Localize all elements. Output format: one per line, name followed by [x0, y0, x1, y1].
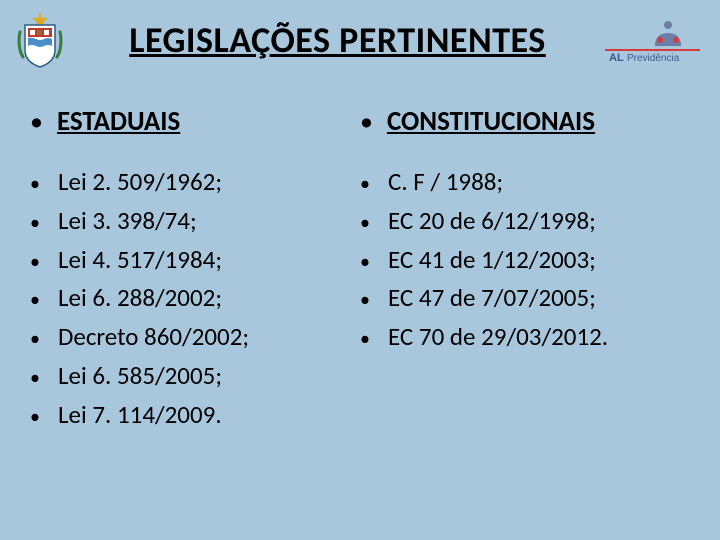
bullet-icon: • [30, 324, 44, 355]
list-item: • Lei 3. 398/74; [30, 202, 360, 241]
bullet-icon: • [30, 169, 44, 200]
list-item: • C. F / 1988; [360, 163, 690, 202]
list-item-text: Lei 6. 288/2002; [58, 279, 360, 318]
bullet-icon: • [360, 285, 374, 316]
right-list: • C. F / 1988; • EC 20 de 6/12/1998; • EC 4… [360, 163, 690, 357]
bullet-icon: • [360, 169, 374, 200]
left-heading-row: • ESTADUAIS [30, 105, 360, 138]
list-item: • Lei 4. 517/1984; [30, 241, 360, 280]
list-item-text: EC 70 de 29/03/2012. [388, 318, 690, 357]
list-item-text: Lei 3. 398/74; [58, 202, 360, 241]
list-item-text: Lei 4. 517/1984; [58, 241, 360, 280]
list-item: • Decreto 860/2002; [30, 318, 360, 357]
bullet-icon: • [30, 402, 44, 433]
list-item: • Lei 6. 288/2002; [30, 279, 360, 318]
list-item-text: Lei 6. 585/2005; [58, 357, 360, 396]
list-item: • Lei 7. 114/2009. [30, 396, 360, 435]
list-item-text: Decreto 860/2002; [58, 318, 360, 357]
right-heading-row: • CONSTITUCIONAIS [360, 105, 690, 138]
list-item: • EC 70 de 29/03/2012. [360, 318, 690, 357]
svg-text:AL: AL [609, 52, 624, 63]
left-heading: ESTADUAIS [57, 105, 180, 138]
bullet-icon: • [30, 247, 44, 278]
list-item-text: EC 47 de 7/07/2005; [388, 279, 690, 318]
bullet-icon: • [360, 108, 373, 134]
bullet-icon: • [360, 324, 374, 355]
list-item: • Lei 6. 585/2005; [30, 357, 360, 396]
list-item-text: Lei 2. 509/1962; [58, 163, 360, 202]
svg-text:Previdência: Previdência [627, 53, 680, 63]
al-previdencia-logo: AL Previdência [605, 18, 700, 63]
bullet-icon: • [30, 363, 44, 394]
list-item-text: EC 20 de 6/12/1998; [388, 202, 690, 241]
list-item: • EC 20 de 6/12/1998; [360, 202, 690, 241]
header: LEGISLAÇÕES PERTINENTES AL Previdência [0, 0, 720, 80]
list-item-text: Lei 7. 114/2009. [58, 396, 360, 435]
list-item: • Lei 2. 509/1962; [30, 163, 360, 202]
left-column: • ESTADUAIS • Lei 2. 509/1962; • Lei 3. 39… [30, 105, 360, 434]
coat-of-arms-icon [10, 10, 70, 70]
bullet-icon: • [30, 285, 44, 316]
page-title: LEGISLAÇÕES PERTINENTES [70, 18, 605, 62]
bullet-icon: • [360, 208, 374, 239]
bullet-icon: • [30, 108, 43, 134]
list-item: • EC 47 de 7/07/2005; [360, 279, 690, 318]
right-heading: CONSTITUCIONAIS [387, 105, 595, 138]
bullet-icon: • [30, 208, 44, 239]
list-item: • EC 41 de 1/12/2003; [360, 241, 690, 280]
right-column: • CONSTITUCIONAIS • C. F / 1988; • EC 20 d… [360, 105, 690, 434]
left-list: • Lei 2. 509/1962; • Lei 3. 398/74; • Lei 4… [30, 163, 360, 434]
bullet-icon: • [360, 247, 374, 278]
list-item-text: EC 41 de 1/12/2003; [388, 241, 690, 280]
content: • ESTADUAIS •Lei 2. 509/1962; •Lei 3. 39… [0, 80, 720, 434]
list-item-text: C. F / 1988; [388, 163, 690, 202]
